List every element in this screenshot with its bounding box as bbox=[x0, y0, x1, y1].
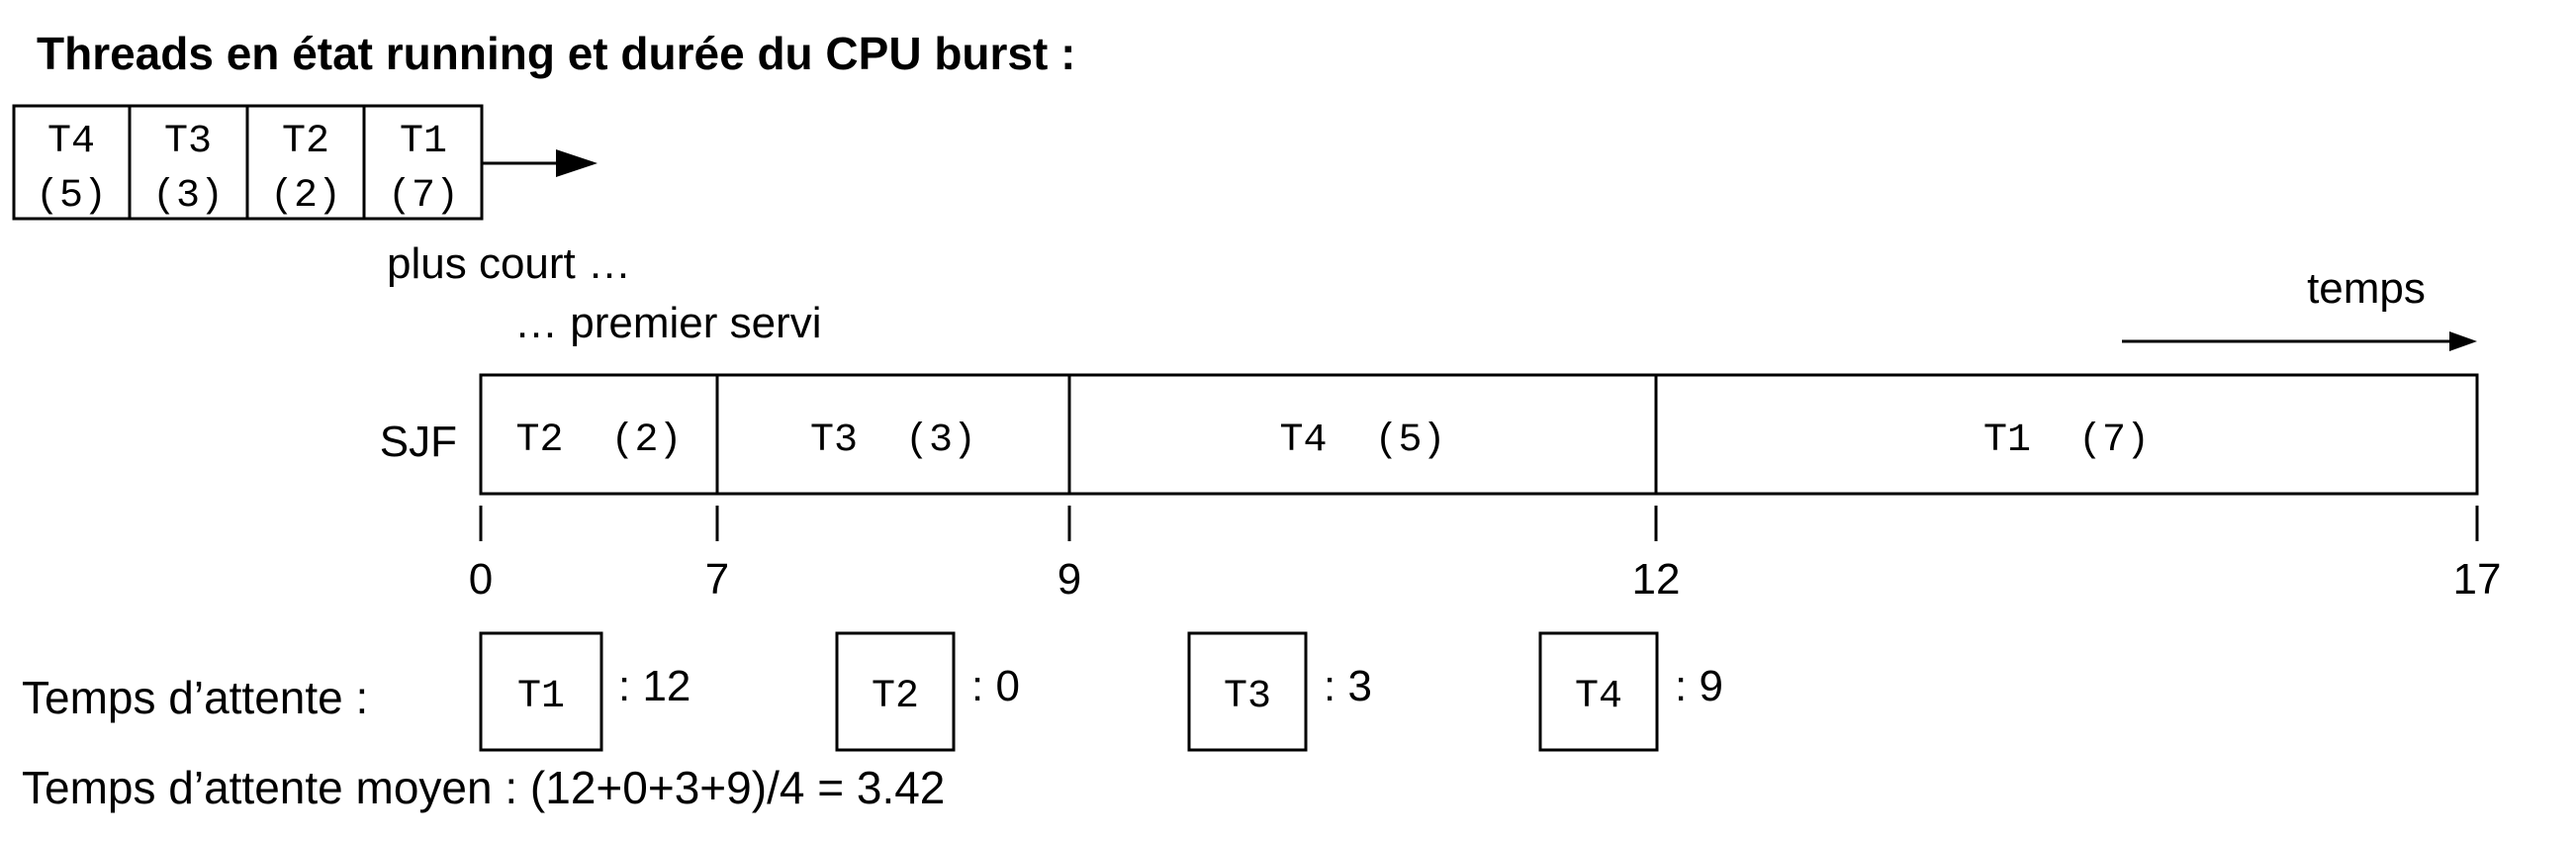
waiting-thread-name: T4 bbox=[1575, 675, 1622, 719]
queue-cell-burst: (7) bbox=[388, 174, 459, 219]
note-first-served: … premier servi bbox=[514, 299, 822, 347]
gantt-segment-label: T4 (5) bbox=[1279, 419, 1445, 463]
gantt-tick-label: 17 bbox=[2453, 555, 2502, 604]
waiting-thread-box bbox=[1538, 631, 1659, 752]
note-shortest: plus court … bbox=[387, 239, 631, 288]
time-label: temps bbox=[2307, 264, 2426, 313]
queue-cell-thread: T1 bbox=[400, 120, 447, 164]
waiting-thread-name: T2 bbox=[872, 675, 919, 719]
waiting-value: : 9 bbox=[1675, 662, 1723, 710]
waiting-value: : 0 bbox=[971, 662, 1020, 710]
waiting-thread-box bbox=[1187, 631, 1308, 752]
waiting-value: : 12 bbox=[618, 662, 690, 710]
waiting-thread-name: T3 bbox=[1224, 675, 1271, 719]
waiting-thread-box bbox=[835, 631, 956, 752]
gantt-label: SJF bbox=[380, 418, 457, 466]
waiting-items: T1 : 12 T2 : 0 T3 : 3 T4 : 9 bbox=[479, 631, 1723, 752]
waiting-thread-box bbox=[479, 631, 603, 752]
queue-cell-thread: T2 bbox=[282, 120, 329, 164]
gantt-tick-label: 9 bbox=[1058, 555, 1081, 604]
gantt-tick-label: 0 bbox=[469, 555, 493, 604]
gantt-marks: T2 (2) T3 (3) T4 (5) T1 (7) 0 7 9 12 17 bbox=[469, 375, 2502, 604]
gantt-tick-label: 7 bbox=[705, 555, 729, 604]
gantt-segment-label: T1 (7) bbox=[1983, 419, 2150, 463]
queue-cell-burst: (3) bbox=[152, 174, 224, 219]
queue-cell-burst: (2) bbox=[270, 174, 341, 219]
ready-queue: T4 (5) T3 (3) T2 (2) T1 (7) bbox=[12, 104, 598, 221]
queue-cell-thread: T4 bbox=[47, 120, 95, 164]
queue-cell-burst: (5) bbox=[36, 174, 107, 219]
diagram-title: Threads en état running et durée du CPU … bbox=[37, 28, 1075, 79]
queue-cell-thread: T3 bbox=[164, 120, 212, 164]
waiting-thread-name: T1 bbox=[517, 675, 565, 719]
gantt-segment-label: T2 (2) bbox=[515, 419, 682, 463]
waiting-label: Temps d’attente : bbox=[22, 672, 368, 723]
gantt-segment-label: T3 (3) bbox=[810, 419, 976, 463]
time-arrow-head bbox=[2449, 331, 2477, 351]
gantt-frame bbox=[479, 373, 2479, 496]
average-waiting: Temps d’attente moyen : (12+0+3+9)/4 = 3… bbox=[22, 762, 945, 813]
gantt-tick-label: 12 bbox=[1632, 555, 1681, 604]
waiting-value: : 3 bbox=[1324, 662, 1372, 710]
queue-arrow-head bbox=[556, 149, 598, 177]
